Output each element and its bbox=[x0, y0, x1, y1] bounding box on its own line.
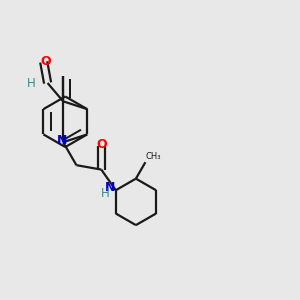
Text: O: O bbox=[40, 56, 50, 68]
Text: CH₃: CH₃ bbox=[146, 152, 161, 161]
Text: H: H bbox=[101, 187, 110, 200]
Text: N: N bbox=[57, 134, 68, 147]
Text: N: N bbox=[105, 182, 116, 194]
Text: O: O bbox=[96, 138, 106, 151]
Text: H: H bbox=[27, 77, 35, 90]
